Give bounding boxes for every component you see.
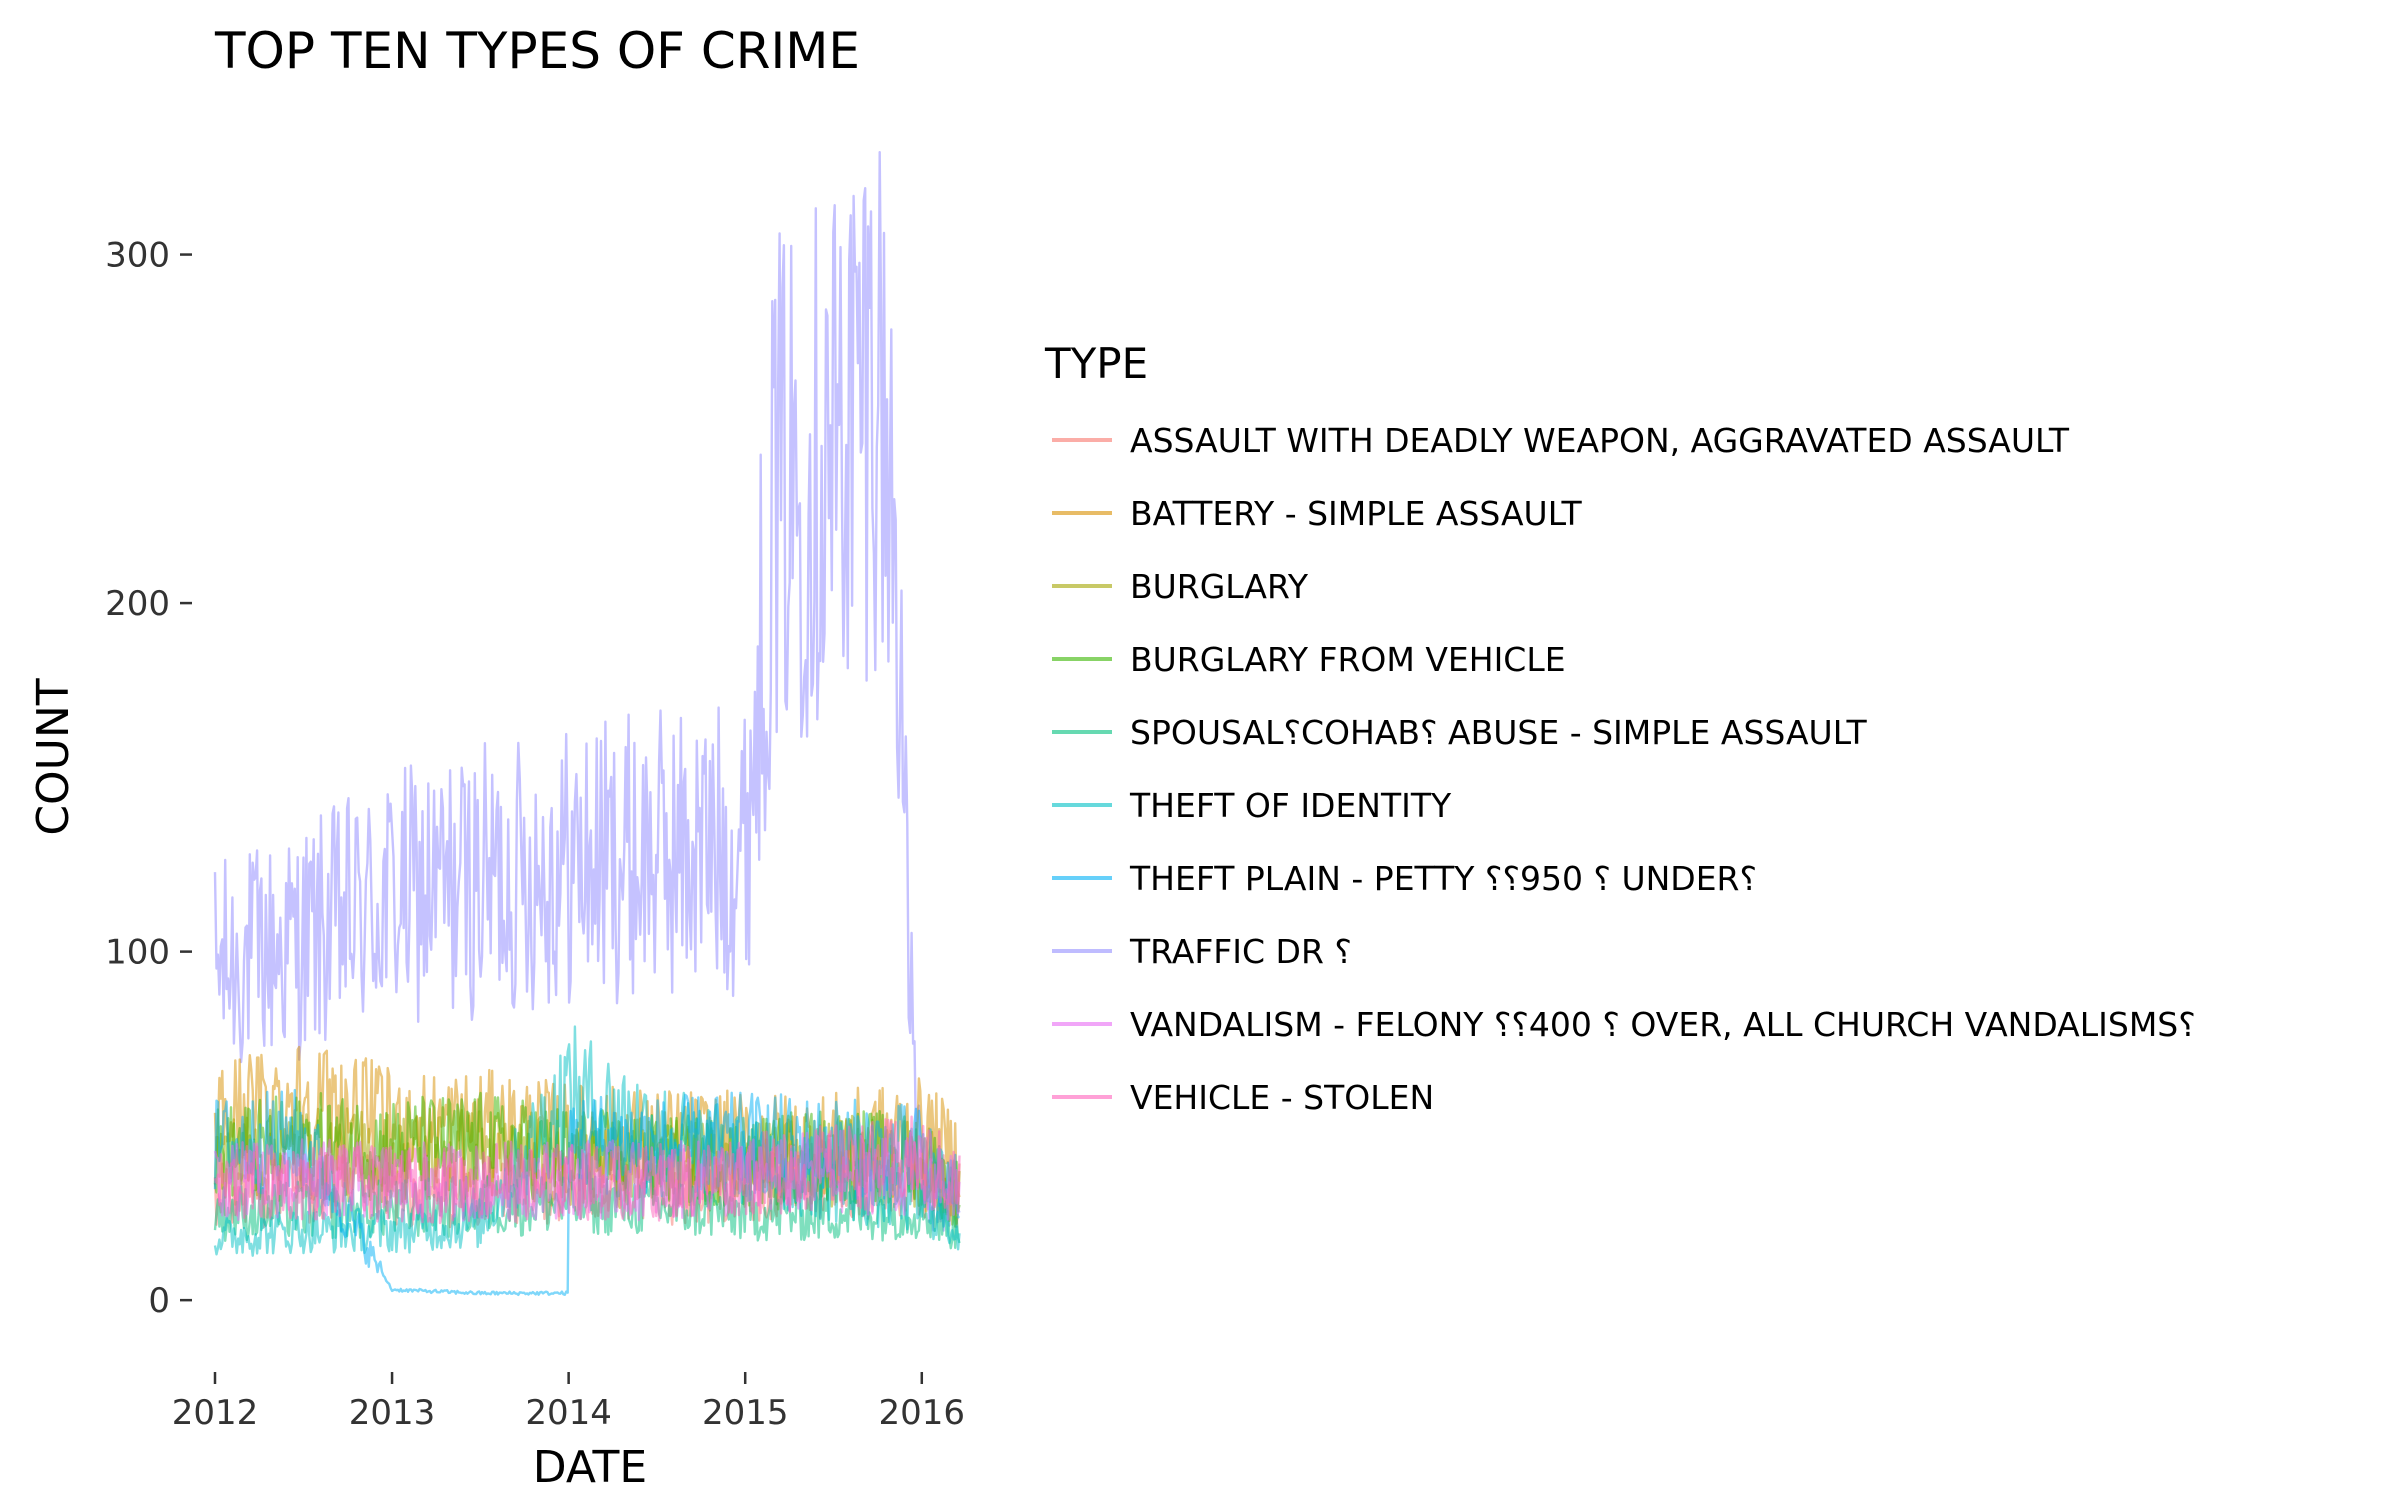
x-axis-title: DATE <box>533 1442 647 1493</box>
x-tick-label-2014: 2014 <box>525 1393 612 1433</box>
x-tick-label-2016: 2016 <box>879 1393 966 1433</box>
chart-title: TOP TEN TYPES OF CRIME <box>214 22 860 80</box>
legend-item-3: BURGLARY <box>1052 567 1309 606</box>
x-axis: 2012 2013 2014 2015 2016 <box>172 1372 965 1433</box>
legend-label-8: TRAFFIC DR ⸮ <box>1129 932 1352 971</box>
legend-label-7: THEFT PLAIN - PETTY ⸮⸮950 ⸮ UNDER⸮ <box>1129 859 1757 898</box>
y-axis-title: COUNT <box>28 678 79 835</box>
x-tick-label-2015: 2015 <box>702 1393 789 1433</box>
legend-label-10: VEHICLE - STOLEN <box>1130 1078 1434 1117</box>
legend-item-1: ASSAULT WITH DEADLY WEAPON, AGGRAVATED A… <box>1052 421 2070 460</box>
legend-label-3: BURGLARY <box>1130 567 1309 606</box>
x-tick-label-2013: 2013 <box>349 1393 436 1433</box>
series-line-8 <box>213 151 961 1232</box>
legend-item-2: BATTERY - SIMPLE ASSAULT <box>1052 494 1583 533</box>
legend-label-1: ASSAULT WITH DEADLY WEAPON, AGGRAVATED A… <box>1130 421 2070 460</box>
series-line-10 <box>213 1115 961 1225</box>
legend-item-9: VANDALISM - FELONY ⸮⸮400 ⸮ OVER, ALL CHU… <box>1052 1005 2196 1044</box>
legend-item-6: THEFT OF IDENTITY <box>1052 786 1452 825</box>
plot-area <box>213 151 961 1297</box>
legend: TYPE ASSAULT WITH DEADLY WEAPON, AGGRAVA… <box>1044 339 2196 1117</box>
legend-items: ASSAULT WITH DEADLY WEAPON, AGGRAVATED A… <box>1052 421 2196 1117</box>
legend-item-5: SPOUSAL⸮COHAB⸮ ABUSE - SIMPLE ASSAULT <box>1052 713 1868 752</box>
legend-title: TYPE <box>1044 339 1148 388</box>
x-tick-label-2012: 2012 <box>172 1393 259 1433</box>
legend-label-9: VANDALISM - FELONY ⸮⸮400 ⸮ OVER, ALL CHU… <box>1130 1005 2196 1044</box>
y-tick-label-300: 300 <box>105 236 170 276</box>
y-tick-label-100: 100 <box>105 933 170 973</box>
y-axis: 0 100 200 300 <box>105 236 192 1321</box>
legend-item-4: BURGLARY FROM VEHICLE <box>1052 640 1566 679</box>
y-tick-label-200: 200 <box>105 584 170 624</box>
legend-label-6: THEFT OF IDENTITY <box>1129 786 1452 825</box>
legend-item-7: THEFT PLAIN - PETTY ⸮⸮950 ⸮ UNDER⸮ <box>1052 859 1757 898</box>
legend-label-5: SPOUSAL⸮COHAB⸮ ABUSE - SIMPLE ASSAULT <box>1130 713 1868 752</box>
legend-item-8: TRAFFIC DR ⸮ <box>1052 932 1352 971</box>
legend-item-10: VEHICLE - STOLEN <box>1052 1078 1434 1117</box>
legend-label-4: BURGLARY FROM VEHICLE <box>1130 640 1566 679</box>
legend-label-2: BATTERY - SIMPLE ASSAULT <box>1130 494 1583 533</box>
y-tick-label-0: 0 <box>148 1281 170 1321</box>
